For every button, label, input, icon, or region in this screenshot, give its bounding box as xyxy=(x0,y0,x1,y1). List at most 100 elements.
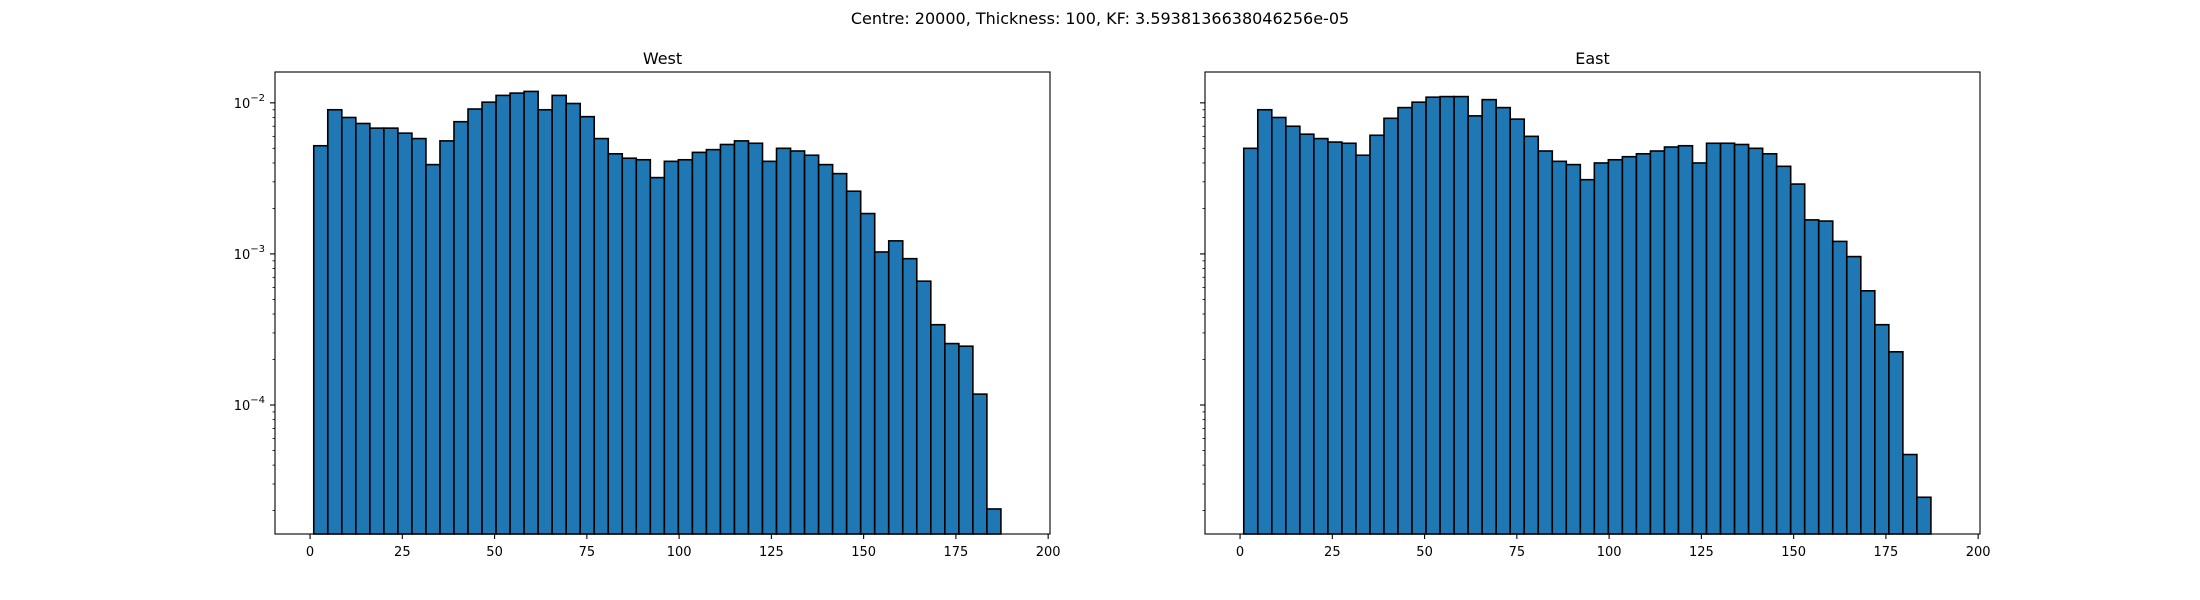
west-y-tick-label: 10−2 xyxy=(234,93,265,112)
east-bar xyxy=(1565,163,1582,535)
east-bar xyxy=(1327,141,1343,535)
east-bar xyxy=(1467,115,1483,535)
west-y-tick-label: 10−3 xyxy=(234,244,265,263)
east-bar xyxy=(1523,135,1540,535)
east-panel: East 0 25 50 75 100 125 150 175 200 xyxy=(1200,49,1991,560)
west-bar xyxy=(775,147,792,535)
east-bar xyxy=(1495,106,1512,535)
west-bar xyxy=(340,116,357,535)
east-x-tick-label: 0 xyxy=(1236,545,1244,560)
east-bar xyxy=(1411,101,1427,535)
west-bar xyxy=(439,140,455,535)
east-bar xyxy=(1551,160,1568,535)
east-bar xyxy=(1439,95,1455,535)
east-bar xyxy=(1270,116,1287,535)
west-bar xyxy=(312,144,329,535)
east-bar xyxy=(1789,183,1806,535)
east-bar xyxy=(1481,98,1497,535)
east-bar xyxy=(1397,106,1413,535)
west-bar xyxy=(761,160,778,535)
west-bar xyxy=(901,257,918,535)
east-bar xyxy=(1691,162,1708,535)
east-x-tick-label: 75 xyxy=(1509,545,1526,560)
east-bar xyxy=(1299,133,1315,535)
west-bar xyxy=(915,280,932,535)
east-bar xyxy=(1761,152,1778,535)
east-bar xyxy=(1649,150,1666,535)
west-bar xyxy=(621,157,638,535)
west-bar xyxy=(859,212,876,535)
west-x-tick-label: 200 xyxy=(1036,545,1061,560)
east-bar xyxy=(1663,146,1680,535)
east-x-tick-label: 50 xyxy=(1416,545,1433,560)
west-bar xyxy=(425,163,441,535)
west-bar xyxy=(747,142,764,535)
east-bar xyxy=(1635,152,1652,535)
west-x-tick-label: 125 xyxy=(759,545,784,560)
west-bar xyxy=(607,152,624,535)
east-bar xyxy=(1509,118,1526,535)
west-bar xyxy=(397,132,413,535)
west-bar xyxy=(733,140,750,535)
east-bar xyxy=(1719,142,1736,535)
west-bar xyxy=(873,251,890,535)
west-bar xyxy=(958,345,974,535)
east-bar xyxy=(1383,117,1399,535)
west-bar xyxy=(509,92,525,535)
west-bar xyxy=(986,508,1002,535)
east-x-tick-label: 200 xyxy=(1966,545,1991,560)
west-bar xyxy=(817,163,834,535)
west-bar xyxy=(579,115,596,535)
east-bar xyxy=(1775,165,1792,535)
west-bar xyxy=(803,154,820,535)
west-bar xyxy=(649,176,666,535)
east-bar xyxy=(1537,150,1554,535)
west-x-tick-label: 100 xyxy=(667,545,692,560)
east-bar xyxy=(1242,147,1259,535)
west-x-tick-label: 75 xyxy=(579,545,596,560)
west-bar xyxy=(523,90,539,535)
east-bar xyxy=(1593,162,1610,535)
east-title: East xyxy=(1575,49,1610,68)
west-bar xyxy=(537,108,553,535)
east-bar xyxy=(1579,178,1596,535)
east-x-tick-label: 25 xyxy=(1324,545,1341,560)
east-bar xyxy=(1803,219,1820,535)
west-bar xyxy=(411,137,427,535)
east-bar xyxy=(1902,453,1918,535)
east-bar xyxy=(1888,350,1904,535)
west-bar xyxy=(929,323,946,535)
west-title: West xyxy=(643,49,682,68)
east-bar xyxy=(1874,323,1890,535)
east-bar xyxy=(1916,496,1932,535)
east-axes-frame xyxy=(1204,71,1981,535)
west-bar xyxy=(369,127,385,535)
west-bar xyxy=(691,151,708,535)
east-bar xyxy=(1677,144,1694,535)
east-x-tick-label: 150 xyxy=(1781,545,1806,560)
east-bar xyxy=(1453,95,1469,535)
west-bar xyxy=(845,190,862,535)
west-bar xyxy=(551,94,567,535)
west-bar xyxy=(705,148,722,535)
west-bar xyxy=(383,127,399,535)
west-bar xyxy=(887,240,904,535)
east-bar xyxy=(1817,220,1834,535)
west-bar xyxy=(467,108,483,535)
west-bar xyxy=(831,172,848,535)
east-bar xyxy=(1831,240,1848,535)
west-y-tick-label: 10−4 xyxy=(234,395,265,414)
east-x-tick-label: 125 xyxy=(1689,545,1714,560)
figure-suptitle: Centre: 20000, Thickness: 100, KF: 3.593… xyxy=(851,9,1349,28)
west-bar xyxy=(789,150,806,535)
west-bar xyxy=(481,101,497,535)
west-axes-frame xyxy=(274,71,1051,535)
east-bar xyxy=(1607,158,1624,535)
east-x-tick-label: 100 xyxy=(1597,545,1622,560)
west-x-tick-label: 0 xyxy=(306,545,314,560)
west-bar xyxy=(677,158,694,535)
west-x-tick-label: 50 xyxy=(486,545,503,560)
west-bar xyxy=(719,143,736,535)
west-bar xyxy=(593,137,610,535)
